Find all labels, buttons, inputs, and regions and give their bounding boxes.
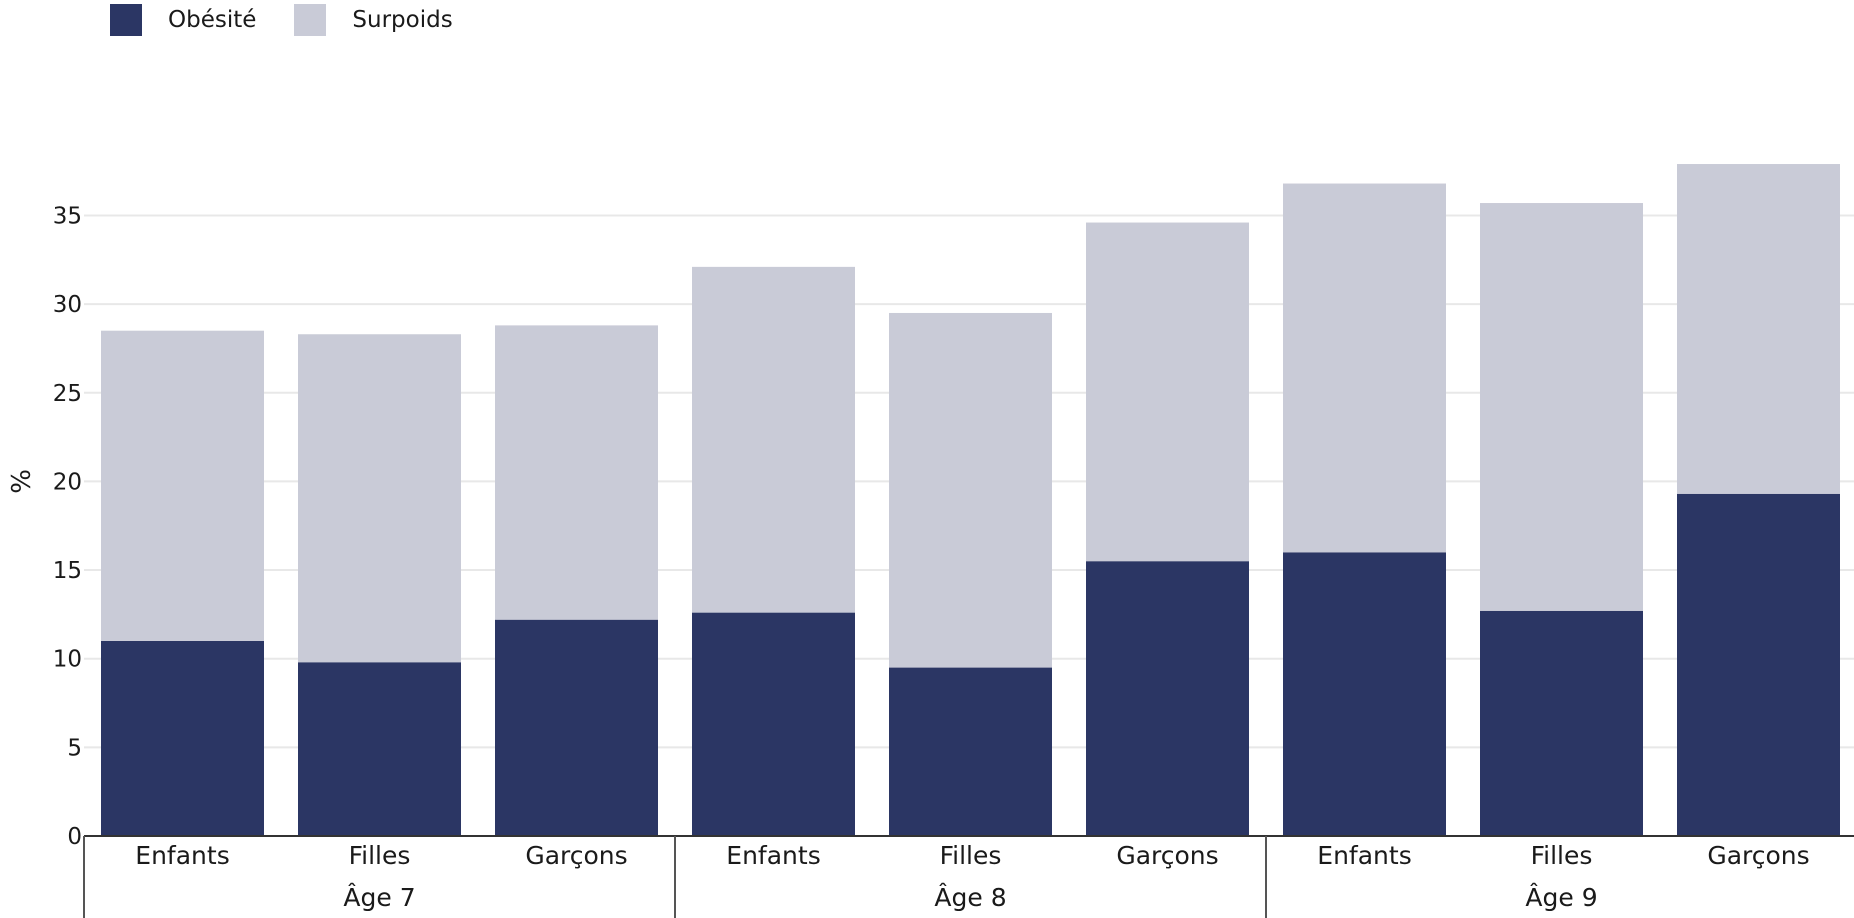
x-category-label: Filles xyxy=(349,841,411,870)
bar-surpoids xyxy=(692,266,855,613)
bar-obesite xyxy=(1677,493,1840,836)
x-category-label: Enfants xyxy=(135,841,229,870)
y-tick-label: 5 xyxy=(67,735,82,761)
y-tick-label: 15 xyxy=(53,558,82,584)
bar-obesite xyxy=(889,667,1052,836)
x-category-label: Filles xyxy=(1531,841,1593,870)
x-category-label: Garçons xyxy=(525,841,627,870)
bar-obesite xyxy=(1480,610,1643,836)
bar-surpoids xyxy=(1086,222,1249,562)
legend-item-surpoids[interactable]: Surpoids xyxy=(294,4,453,36)
y-tick-label: 10 xyxy=(53,647,82,673)
x-category-label: Enfants xyxy=(1317,841,1411,870)
x-category-label: Garçons xyxy=(1116,841,1218,870)
x-category-label: Filles xyxy=(940,841,1002,870)
x-group-label: Âge 8 xyxy=(934,883,1006,912)
bar-obesite xyxy=(298,662,461,836)
x-group-label: Âge 9 xyxy=(1525,883,1597,912)
legend-swatch-surpoids xyxy=(294,4,327,36)
bar-surpoids xyxy=(1283,183,1446,553)
bar-obesite xyxy=(495,619,658,836)
bar-surpoids xyxy=(495,325,658,620)
legend-item-obesite[interactable]: Obésité xyxy=(110,4,256,36)
y-tick-label: 25 xyxy=(53,381,82,407)
legend-swatch-obesite xyxy=(110,4,142,36)
x-category-label: Enfants xyxy=(726,841,820,870)
x-category-label: Garçons xyxy=(1707,841,1809,870)
y-tick-label: 35 xyxy=(53,203,82,229)
x-group-label: Âge 7 xyxy=(343,883,415,912)
y-tick-label: 0 xyxy=(67,824,82,850)
legend-label-obesite: Obésité xyxy=(168,7,257,33)
bar-obesite xyxy=(1283,552,1446,836)
legend: Obésité Surpoids xyxy=(110,4,491,36)
y-tick-label: 30 xyxy=(53,292,82,318)
bar-obesite xyxy=(101,640,264,836)
bar-surpoids xyxy=(101,330,264,641)
bar-surpoids xyxy=(889,312,1052,668)
y-axis-label: % xyxy=(7,469,37,494)
y-tick-label: 20 xyxy=(53,469,82,495)
bar-obesite xyxy=(692,612,855,836)
bar-obesite xyxy=(1086,561,1249,836)
legend-label-surpoids: Surpoids xyxy=(352,7,453,33)
bar-surpoids xyxy=(1480,203,1643,611)
bar-surpoids xyxy=(1677,164,1840,494)
bar-surpoids xyxy=(298,334,461,663)
